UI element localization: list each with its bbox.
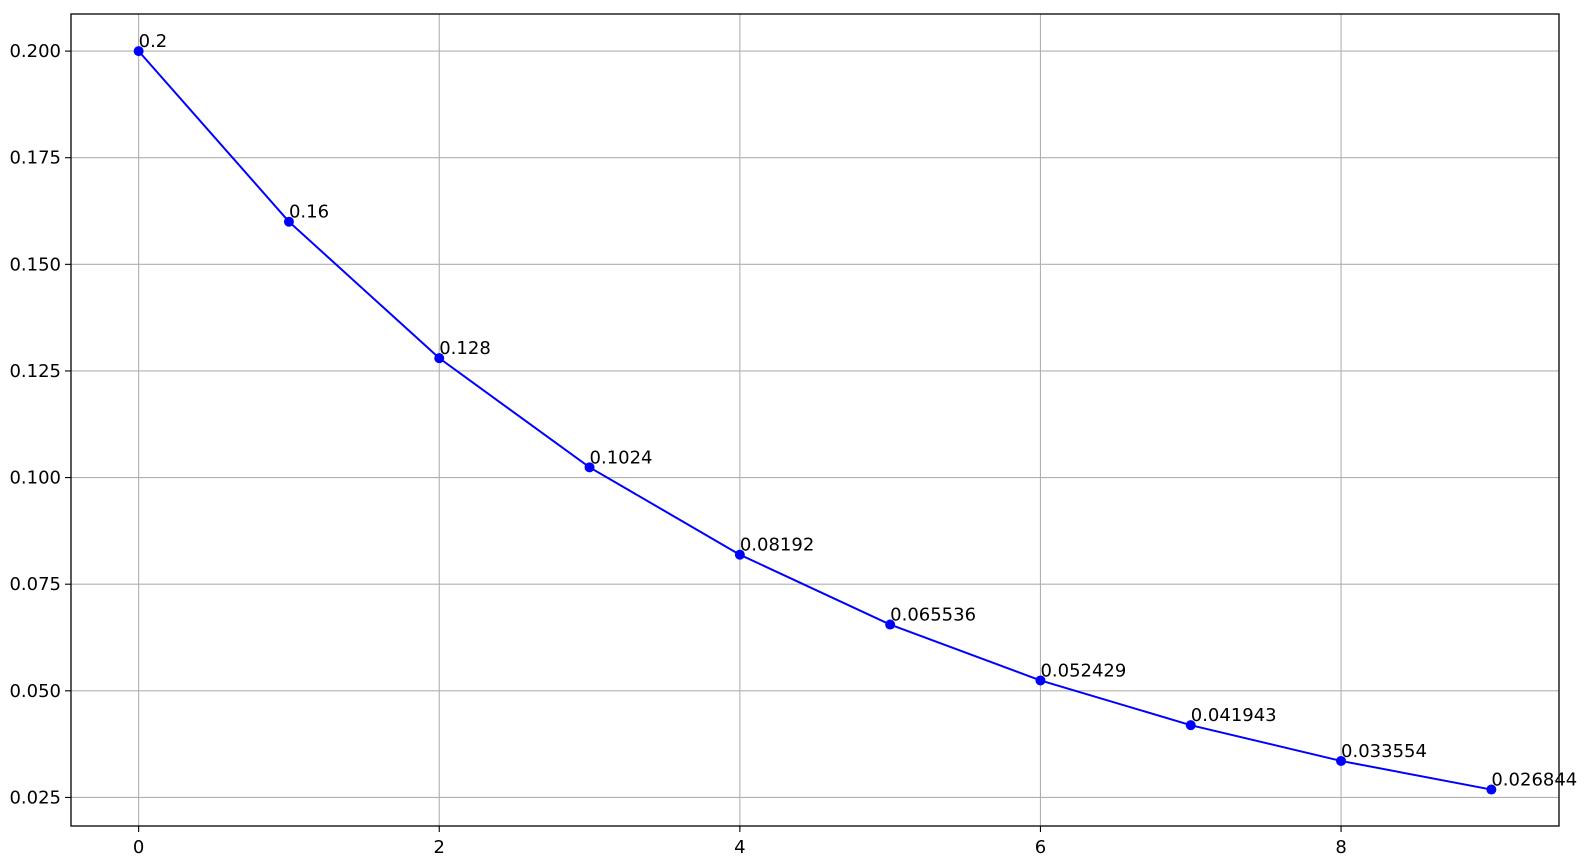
- data-label: 0.052429: [1040, 660, 1126, 681]
- data-point: [283, 216, 294, 227]
- y-tick-label: 0.050: [9, 681, 61, 702]
- y-tick-label: 0.025: [9, 787, 61, 808]
- y-tick-label: 0.175: [9, 148, 61, 169]
- y-tick-label: 0.150: [9, 254, 61, 275]
- data-label: 0.128: [439, 338, 491, 359]
- data-label: 0.2: [139, 31, 168, 52]
- grid: [71, 14, 1559, 826]
- x-tick-label: 6: [1035, 837, 1046, 858]
- x-tick-label: 4: [734, 837, 745, 858]
- series-line: [137, 50, 1492, 791]
- data-point: [1486, 784, 1497, 795]
- data-point: [885, 619, 896, 630]
- data-label: 0.026844: [1491, 770, 1577, 791]
- data-labels: 0.2 0.16 0.128 0.1024 0.08192 0.065536 0.05242…: [139, 31, 1578, 790]
- data-point: [1336, 755, 1347, 766]
- data-point: [133, 46, 144, 57]
- data-point: [434, 353, 445, 364]
- y-tick-label: 0.125: [9, 361, 61, 382]
- data-label: 0.033554: [1341, 741, 1427, 762]
- data-point: [1035, 675, 1046, 686]
- y-tick-label: 0.100: [9, 468, 61, 489]
- data-point: [1185, 720, 1196, 731]
- data-label: 0.1024: [590, 447, 653, 468]
- y-tick-label: 0.200: [9, 41, 61, 62]
- data-label: 0.08192: [740, 535, 814, 556]
- series: [133, 46, 1497, 795]
- plot-area-frame: [70, 13, 1560, 827]
- axis-ticks: 0 2 4 6 8 0.025 0.050 0.075 0.100 0.125 0.150 0.175…: [9, 41, 1346, 858]
- data-label: 0.065536: [890, 605, 976, 626]
- x-tick-label: 2: [434, 837, 445, 858]
- data-label: 0.041943: [1191, 705, 1277, 726]
- data-point: [734, 549, 745, 560]
- y-tick-label: 0.075: [9, 574, 61, 595]
- x-tick-label: 0: [133, 837, 144, 858]
- x-tick-label: 8: [1335, 837, 1346, 858]
- data-point: [584, 462, 595, 473]
- data-label: 0.16: [289, 202, 329, 223]
